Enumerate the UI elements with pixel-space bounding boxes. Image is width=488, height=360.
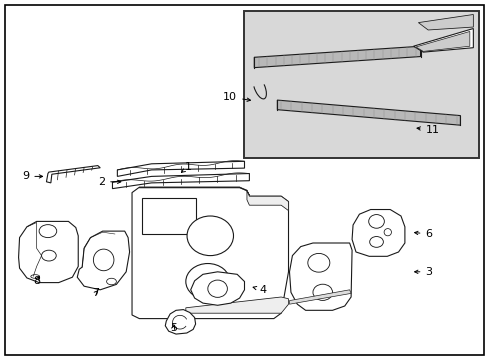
Bar (244, 11, 478, 158)
Polygon shape (19, 221, 78, 283)
Text: 4: 4 (253, 285, 266, 295)
Polygon shape (132, 187, 288, 319)
Polygon shape (351, 210, 404, 256)
Text: 9: 9 (22, 171, 42, 181)
Text: 8: 8 (33, 276, 40, 286)
Polygon shape (185, 297, 288, 313)
Text: 5: 5 (170, 323, 177, 333)
Polygon shape (190, 272, 244, 305)
Ellipse shape (186, 216, 233, 256)
Ellipse shape (93, 249, 114, 271)
Text: 7: 7 (92, 288, 99, 298)
Polygon shape (289, 290, 350, 304)
Polygon shape (112, 174, 249, 189)
Polygon shape (77, 231, 129, 290)
Ellipse shape (312, 284, 332, 300)
Text: 1: 1 (182, 162, 191, 172)
Ellipse shape (384, 229, 391, 236)
Text: 2: 2 (98, 177, 121, 187)
Text: 11: 11 (416, 125, 439, 135)
Text: 10: 10 (223, 92, 250, 102)
Polygon shape (289, 243, 351, 310)
Polygon shape (415, 31, 469, 51)
Circle shape (39, 225, 57, 238)
Polygon shape (254, 46, 420, 68)
Polygon shape (277, 100, 460, 125)
Bar (142, 198, 195, 234)
Ellipse shape (369, 237, 383, 247)
Polygon shape (139, 187, 249, 195)
Polygon shape (165, 310, 195, 334)
Ellipse shape (185, 264, 229, 300)
Text: 3: 3 (414, 267, 431, 277)
Ellipse shape (207, 280, 227, 297)
Polygon shape (46, 166, 100, 183)
Circle shape (41, 250, 56, 261)
Ellipse shape (31, 275, 40, 278)
Ellipse shape (307, 253, 329, 272)
Polygon shape (117, 161, 244, 176)
Polygon shape (418, 14, 472, 30)
Polygon shape (246, 191, 288, 211)
Polygon shape (413, 28, 472, 52)
Ellipse shape (106, 278, 116, 285)
Text: 6: 6 (414, 229, 431, 239)
Ellipse shape (368, 215, 384, 228)
